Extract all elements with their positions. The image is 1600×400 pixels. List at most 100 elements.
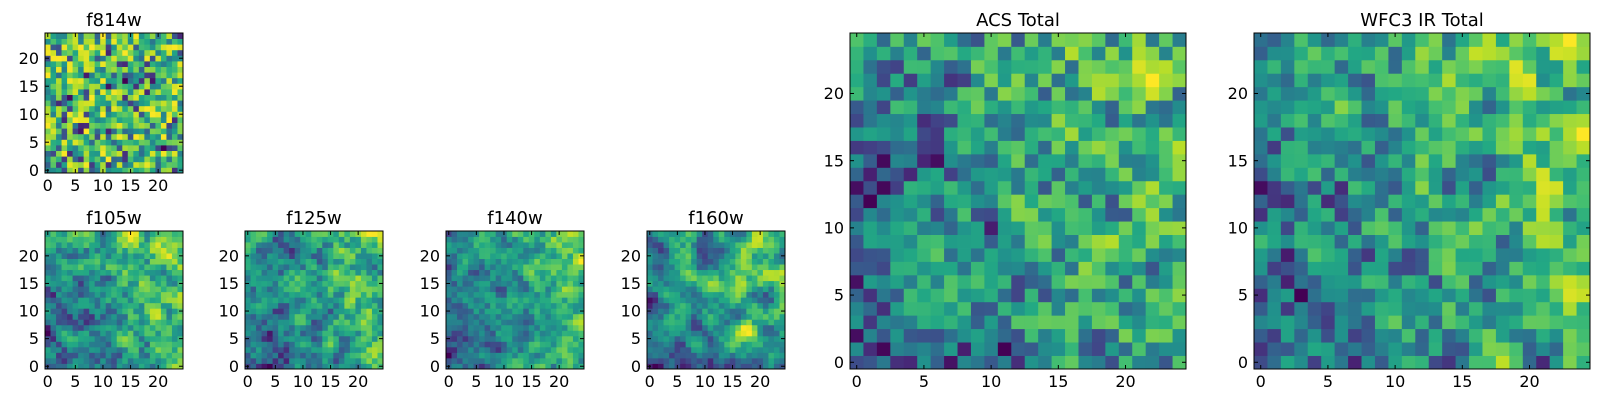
heatmap-cell: [984, 86, 999, 101]
heatmap-cell: [67, 264, 73, 271]
heatmap-cell: [490, 330, 497, 337]
heatmap-cell: [930, 73, 945, 88]
heatmap-cell: [1051, 261, 1066, 276]
heatmap-cell: [261, 352, 268, 359]
heatmap-cell: [327, 275, 334, 282]
heatmap-cell: [1051, 153, 1066, 168]
heatmap-cell: [61, 341, 68, 348]
heatmap-cell: [294, 308, 301, 315]
heatmap-cell: [289, 346, 296, 353]
heatmap-cell: [72, 319, 79, 326]
heatmap-cell: [344, 291, 351, 298]
heatmap-cell: [327, 269, 334, 276]
heatmap-cell: [997, 234, 1012, 249]
heatmap-cell: [45, 156, 51, 163]
heatmap-cell: [484, 264, 491, 271]
heatmap-cell: [177, 156, 184, 163]
heatmap-cell: [138, 94, 145, 101]
heatmap-cell: [94, 258, 101, 265]
heatmap-cell: [116, 363, 123, 370]
heatmap-cell: [67, 161, 73, 168]
heatmap-cell: [917, 301, 932, 316]
heatmap-cell: [100, 61, 107, 67]
heatmap-cell: [534, 269, 541, 276]
heatmap-cell: [105, 156, 112, 163]
heatmap-cell: [702, 313, 709, 320]
heatmap-cell: [1307, 127, 1322, 141]
heatmap-cell: [61, 139, 68, 146]
panel-title: f105w: [86, 208, 141, 229]
heatmap-cell: [713, 341, 720, 348]
heatmap-cell: [122, 313, 129, 320]
heatmap-cell: [45, 122, 51, 129]
heatmap-cell: [1334, 153, 1349, 168]
heatmap-cell: [171, 49, 178, 56]
heatmap-cell: [561, 308, 568, 315]
heatmap-cell: [100, 100, 107, 107]
heatmap-cell: [1307, 100, 1322, 115]
heatmap-cell: [930, 113, 945, 128]
heatmap-cell: [111, 111, 118, 118]
heatmap-cell: [658, 324, 664, 331]
heatmap-cell: [512, 319, 519, 326]
heatmap-cell: [56, 280, 62, 287]
heatmap-cell: [127, 313, 134, 320]
heatmap-cell: [250, 330, 257, 337]
heatmap-cell: [768, 236, 775, 243]
heatmap-cell: [111, 139, 118, 146]
heatmap-cell: [468, 247, 474, 254]
heatmap-cell: [1145, 153, 1160, 168]
heatmap-cell: [1374, 355, 1389, 370]
heatmap-cell: [462, 313, 469, 320]
heatmap-cell: [171, 133, 178, 140]
heatmap-cell: [261, 363, 268, 370]
heatmap-cell: [762, 313, 769, 320]
heatmap-cell: [1348, 180, 1362, 195]
heatmap-cell: [338, 319, 345, 326]
heatmap-cell: [1280, 167, 1295, 182]
heatmap-cell: [333, 269, 340, 276]
heatmap-cell: [171, 363, 178, 370]
heatmap-cell: [751, 236, 758, 243]
heatmap-cell: [572, 247, 579, 254]
heatmap-cell: [1469, 274, 1483, 289]
heatmap-cell: [550, 341, 557, 348]
heatmap-cell: [94, 231, 101, 237]
heatmap-cell: [1469, 328, 1483, 343]
heatmap-cell: [177, 105, 184, 112]
heatmap-cell: [1038, 328, 1052, 343]
heatmap-cell: [528, 313, 535, 320]
heatmap-cell: [1576, 86, 1591, 101]
heatmap-cell: [556, 236, 563, 243]
heatmap-cell: [155, 341, 162, 348]
heatmap-cell: [1118, 59, 1133, 74]
heatmap-cell: [779, 346, 786, 353]
heatmap-cell: [1254, 86, 1268, 101]
heatmap-cell: [72, 253, 79, 259]
heatmap-cell: [94, 269, 101, 276]
x-tick-label: 10: [93, 176, 113, 195]
heatmap-cell: [647, 319, 653, 326]
heatmap-cell: [278, 253, 285, 259]
heatmap-cell: [457, 357, 463, 364]
heatmap-cell: [1361, 127, 1376, 141]
heatmap-cell: [506, 352, 513, 359]
heatmap-cell: [1563, 180, 1577, 195]
heatmap-cell: [294, 363, 301, 370]
heatmap-cell: [1428, 180, 1443, 195]
heatmap-cell: [1051, 288, 1066, 303]
heatmap-cell: [283, 280, 290, 287]
heatmap-cell: [327, 357, 334, 364]
heatmap-cell: [890, 261, 905, 276]
heatmap-cell: [177, 236, 184, 243]
heatmap-cell: [72, 335, 79, 342]
heatmap-cell: [327, 247, 334, 254]
heatmap-cell: [1549, 113, 1564, 128]
heatmap-cell: [724, 264, 731, 271]
y-tick-label: 0: [29, 357, 39, 376]
heatmap-cell: [567, 313, 574, 320]
heatmap-cell: [122, 280, 129, 287]
heatmap-cell: [451, 313, 458, 320]
heatmap-cell: [149, 264, 156, 271]
heatmap-cell: [917, 221, 932, 235]
